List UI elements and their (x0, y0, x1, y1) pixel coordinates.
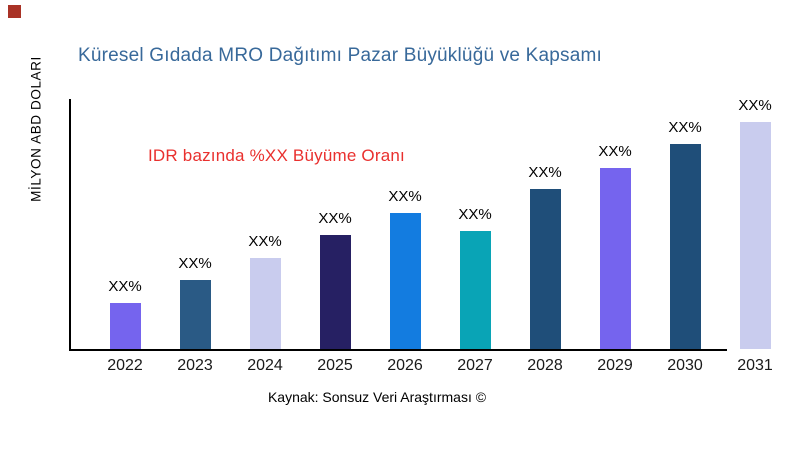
x-tick-2029: 2029 (597, 357, 633, 374)
x-tick-2025: 2025 (317, 357, 353, 374)
x-axis-line (69, 349, 727, 351)
bar-2027 (459, 231, 491, 349)
x-tick-2026: 2026 (387, 357, 423, 374)
chart-title: Küresel Gıdada MRO Dağıtımı Pazar Büyükl… (78, 45, 603, 66)
x-tick-2030: 2030 (667, 357, 703, 374)
growth-rate-annotation: IDR bazında %XX Büyüme Oranı (148, 146, 405, 165)
source-note: Kaynak: Sonsuz Veri Araştırması © (267, 389, 487, 405)
bar-value-label-2028: XX% (528, 164, 562, 181)
bar-value-label-2023: XX% (178, 255, 212, 272)
bar-value-label-2031: XX% (738, 97, 772, 114)
x-tick-2031: 2031 (737, 357, 773, 374)
x-tick-2023: 2023 (177, 357, 213, 374)
bar-2029 (599, 168, 631, 349)
bar-value-label-2030: XX% (668, 119, 702, 136)
bar-value-label-2024: XX% (248, 233, 282, 250)
bar-2023 (179, 280, 211, 349)
brand-logo-mark (8, 5, 21, 18)
x-tick-2027: 2027 (457, 357, 493, 374)
bar-value-label-2025: XX% (318, 210, 352, 227)
bar-2030 (669, 144, 701, 349)
bar-value-label-2022: XX% (108, 278, 142, 295)
x-tick-2022: 2022 (107, 357, 143, 374)
x-tick-2028: 2028 (527, 357, 563, 374)
bar-2028 (529, 189, 561, 349)
bar-value-label-2027: XX% (458, 206, 492, 223)
bar-2024 (249, 258, 281, 349)
bar-value-label-2029: XX% (598, 143, 632, 160)
y-axis-title: MİLYON ABD DOLARI (28, 56, 44, 202)
bar-2025 (319, 235, 351, 349)
bar-2026 (389, 213, 421, 349)
bar-2022 (109, 303, 141, 349)
bar-value-label-2026: XX% (388, 188, 422, 205)
y-axis-line (69, 99, 71, 351)
x-tick-2024: 2024 (247, 357, 283, 374)
bar-2031 (739, 122, 771, 349)
